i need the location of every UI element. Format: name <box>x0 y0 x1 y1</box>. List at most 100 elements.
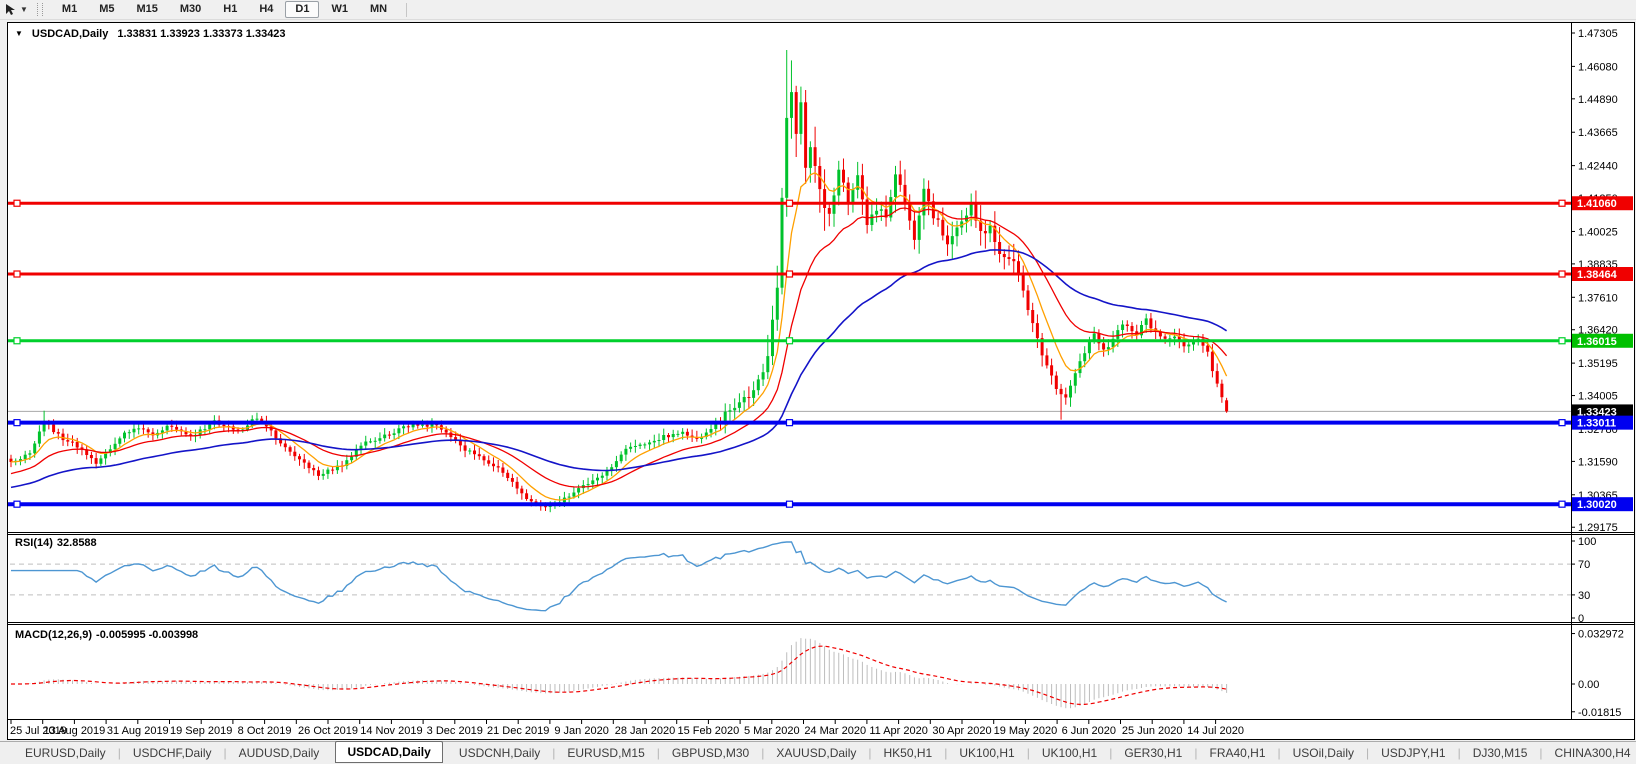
tab-separator: | <box>868 746 872 760</box>
collapse-triangle-icon[interactable]: ▼ <box>15 28 23 38</box>
timeframe-button-m30[interactable]: M30 <box>179 3 202 15</box>
rsi-scale-label: 100 <box>1578 536 1596 548</box>
chart-tab-usdcad-daily[interactable]: USDCAD,Daily <box>335 741 443 763</box>
chart-tab-usoil-daily[interactable]: USOil,Daily <box>1292 745 1354 760</box>
chart-symbol-label: USDCAD,Daily <box>31 28 109 40</box>
chart-window[interactable]: 1.473051.460801.448901.436651.424401.412… <box>7 22 1635 740</box>
price-axis-flag-text: 1.41060 <box>1577 198 1617 210</box>
rsi-pane: 100 70 30 0 <box>10 536 1596 625</box>
chevron-down-icon[interactable]: ▼ <box>20 5 28 14</box>
price-tick-label: 1.29175 <box>1578 522 1618 534</box>
rsi-indicator-label: RSI(14) 32.8588 <box>15 537 101 549</box>
timeframe-button-w1[interactable]: W1 <box>331 3 348 15</box>
chart-tab-china300-h4[interactable]: CHINA300,H4 <box>1554 745 1631 760</box>
hline-handle[interactable] <box>785 419 794 427</box>
tab-separator: | <box>1539 746 1543 760</box>
rsi-scale-label: 30 <box>1578 590 1590 602</box>
hline-handle[interactable] <box>1558 199 1566 207</box>
macd-pane: 0.032972 0.00 -0.01815 <box>11 629 1624 719</box>
price-axis-flag <box>1572 267 1633 282</box>
hline-handle[interactable] <box>13 337 21 345</box>
date-tick-label: 9 Jan 2020 <box>554 725 608 737</box>
chart-canvas[interactable]: 1.473051.460801.448901.436651.424401.412… <box>8 23 1634 739</box>
hline-handle[interactable] <box>13 500 21 508</box>
date-tick-label: 31 Aug 2019 <box>107 725 169 737</box>
chart-tab-usdjpy-h1[interactable]: USDJPY,H1 <box>1381 745 1446 760</box>
timeframe-button-group: M1 M5 M15 M30 H1 H4 D1 W1 MN <box>51 1 398 18</box>
date-tick-label: 14 Nov 2019 <box>360 725 422 737</box>
macd-scale-label: 0.032972 <box>1578 629 1624 641</box>
moving-average-21 <box>10 207 1228 488</box>
cursor-tool-button[interactable]: ▼ <box>0 1 33 18</box>
price-axis-flag <box>1572 415 1633 430</box>
hline-handle[interactable] <box>13 419 21 427</box>
timeframe-button-h1[interactable]: H1 <box>223 3 238 15</box>
chart-tab-usdchf-daily[interactable]: USDCHF,Daily <box>132 745 212 760</box>
date-tick-label: 25 Jun 2020 <box>1122 725 1183 737</box>
hline-handle[interactable] <box>1558 419 1566 427</box>
price-axis-flag <box>1572 333 1633 348</box>
tab-separator: | <box>944 746 948 760</box>
date-tick-label: 14 Jul 2020 <box>1187 725 1244 737</box>
macd-name: MACD(12,26,9) <box>15 629 93 641</box>
rsi-scale-label: 0 <box>1578 613 1584 625</box>
date-tick-label: 6 Jun 2020 <box>1062 725 1116 737</box>
chart-tab-ger30-h1[interactable]: GER30,H1 <box>1124 745 1183 760</box>
hline-handle[interactable] <box>13 270 21 278</box>
chart-tab-eurusd-m15[interactable]: EURUSD,M15 <box>567 745 645 760</box>
timeframe-button-mn[interactable]: MN <box>369 3 388 15</box>
chart-tab-hk50-h1[interactable]: HK50,H1 <box>883 745 933 760</box>
chart-tab-dj30-m15[interactable]: DJ30,M15 <box>1472 745 1528 760</box>
price-axis-flag <box>1572 497 1633 512</box>
price-axis-flag-text: 1.33423 <box>1577 406 1617 418</box>
timeframe-button-m1[interactable]: M1 <box>61 3 78 15</box>
cursor-arrow-icon <box>6 4 15 15</box>
hline-handle[interactable] <box>785 270 794 278</box>
timeframe-button-h4[interactable]: H4 <box>259 3 274 15</box>
price-axis-flag <box>1572 196 1633 211</box>
hline-handle[interactable] <box>13 199 21 207</box>
tab-separator: | <box>656 746 660 760</box>
date-tick-label: 19 May 2020 <box>994 725 1058 737</box>
timeframe-button-m15[interactable]: M15 <box>136 3 158 15</box>
chart-tab-xauusd-daily[interactable]: XAUUSD,Daily <box>776 745 857 760</box>
tab-separator: | <box>1457 746 1461 760</box>
toolbar: ▼ M1 M5 M15 M30 H1 H4 D1 W1 MN <box>0 0 1636 20</box>
timeframe-button-d1[interactable]: D1 <box>285 1 320 18</box>
chart-tab-uk100-h1[interactable]: UK100,H1 <box>1041 745 1098 760</box>
chart-tab-gbpusd-m30[interactable]: GBPUSD,M30 <box>671 745 750 760</box>
toolbar-separator <box>406 2 408 17</box>
moving-average-8 <box>10 172 1228 501</box>
hline-handle[interactable] <box>1558 270 1566 278</box>
horizontal-lines-layer <box>8 199 1571 508</box>
chart-tab-fra40-h1[interactable]: FRA40,H1 <box>1209 745 1266 760</box>
macd-signal-line <box>11 645 1227 706</box>
date-tick-label: 21 Dec 2019 <box>487 725 549 737</box>
price-tick-label: 1.40025 <box>1578 226 1618 238</box>
hline-handle[interactable] <box>785 500 794 508</box>
moving-average-55 <box>10 249 1228 489</box>
price-axis-flag-text: 1.33011 <box>1577 418 1616 430</box>
chart-tab-usdcnh-daily[interactable]: USDCNH,Daily <box>458 745 541 760</box>
pane-separators <box>8 23 1634 720</box>
toolbar-grip[interactable] <box>36 3 43 16</box>
rsi-value: 32.8588 <box>56 537 97 549</box>
price-tick-label: 1.37610 <box>1578 292 1618 304</box>
chart-tab-audusd-daily[interactable]: AUDUSD,Daily <box>238 745 320 760</box>
macd-values: -0.005995 -0.003998 <box>96 629 199 641</box>
tab-separator: | <box>1109 746 1113 760</box>
hline-handle[interactable] <box>1558 337 1566 345</box>
hline-handle[interactable] <box>785 199 794 207</box>
timeframe-button-m5[interactable]: M5 <box>99 3 115 15</box>
tab-separator: | <box>223 746 227 760</box>
hline-handle[interactable] <box>785 337 794 345</box>
hline-handle[interactable] <box>1558 500 1566 508</box>
chart-tab-eurusd-daily[interactable]: EURUSD,Daily <box>25 745 106 760</box>
date-tick-label: 11 Apr 2020 <box>869 725 928 737</box>
chart-tab-uk100-h1[interactable]: UK100,H1 <box>959 745 1015 760</box>
tab-separator: | <box>117 746 121 760</box>
date-tick-label: 5 Mar 2020 <box>744 725 800 737</box>
chart-title: ▼ USDCAD,Daily 1.33831 1.33923 1.33373 1… <box>15 28 286 40</box>
candles-layer[interactable] <box>9 50 1229 513</box>
price-tick-label: 1.47305 <box>1578 28 1618 40</box>
